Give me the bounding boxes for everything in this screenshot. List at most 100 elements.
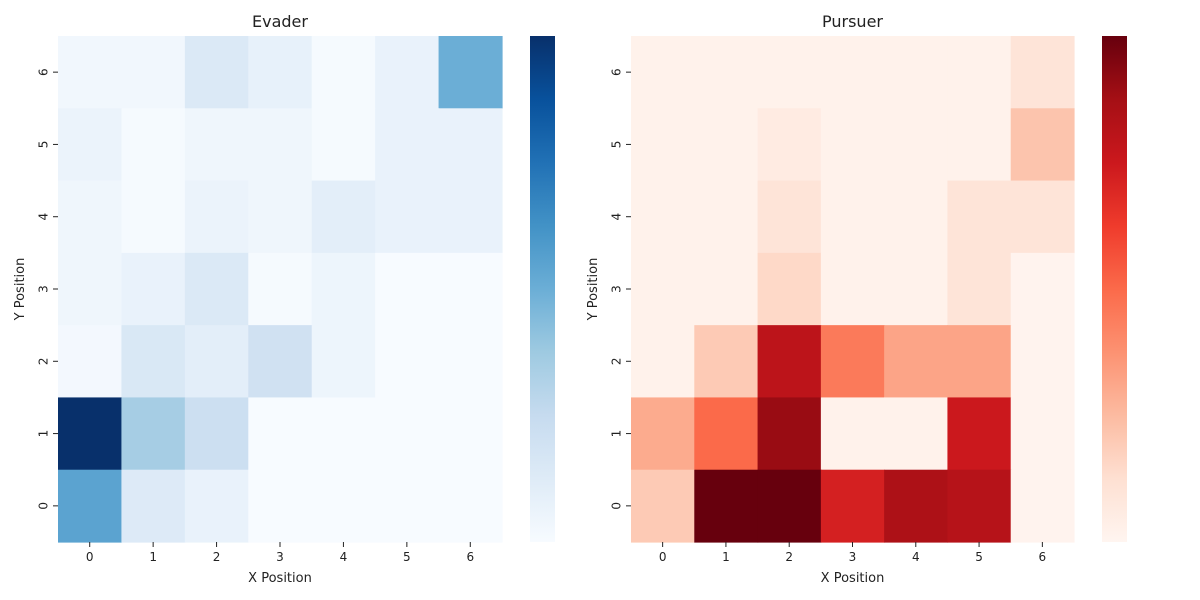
heatmap-cell <box>248 469 313 543</box>
heatmap-cell <box>820 397 885 471</box>
heatmap-cell <box>694 469 759 543</box>
heatmap-cell <box>375 325 440 399</box>
heatmap-cell <box>311 397 376 471</box>
heatmap-cell <box>58 252 123 326</box>
heatmap-cell <box>184 325 249 399</box>
heatmap-cell <box>631 252 695 326</box>
heatmap-cells <box>58 36 503 543</box>
heatmap-cell <box>121 397 186 471</box>
heatmap-cell <box>694 397 759 471</box>
heatmap-cell <box>1010 108 1075 182</box>
x-tick-label: 4 <box>912 550 920 564</box>
heatmap-cell <box>438 397 503 471</box>
colorbar <box>530 36 555 542</box>
heatmap-cell <box>438 180 503 254</box>
heatmap-cell <box>58 325 123 399</box>
heatmap-cell <box>884 252 949 326</box>
heatmap-cell <box>694 325 759 399</box>
y-tick-label: 2 <box>610 357 624 365</box>
heatmap-cell <box>757 397 822 471</box>
heatmap-cell <box>311 108 376 182</box>
heatmap-cell <box>884 36 949 109</box>
y-tick-label: 6 <box>610 68 624 76</box>
heatmap-cell <box>58 108 123 182</box>
heatmap-cell <box>820 469 885 543</box>
heatmap-cell <box>438 469 503 543</box>
heatmap-cell <box>947 36 1012 109</box>
heatmap-cell <box>311 252 376 326</box>
heatmap-cell <box>884 325 949 399</box>
heatmap-cell <box>184 469 249 543</box>
heatmap-cell <box>438 108 503 182</box>
heatmap-panel-1: Pursuer 0 1 2 3 4 5 6 6 5 4 3 2 1 0 X Position Y Positio… <box>586 12 1127 586</box>
x-tick-label: 3 <box>276 550 284 564</box>
heatmap-cell <box>311 36 376 109</box>
y-tick-label: 5 <box>610 141 624 149</box>
heatmap-cell <box>1010 36 1075 109</box>
heatmap-cell <box>375 108 440 182</box>
x-tick-label: 4 <box>340 550 348 564</box>
heatmap-cell <box>438 252 503 326</box>
y-tick-label: 3 <box>37 285 51 293</box>
y-tick-label: 4 <box>610 213 624 221</box>
chart-title: Pursuer <box>822 12 883 31</box>
heatmap-cell <box>121 325 186 399</box>
heatmap-cell <box>121 180 186 254</box>
heatmap-cell <box>631 36 695 109</box>
heatmap-cell <box>884 180 949 254</box>
heatmap-cells <box>631 36 1075 543</box>
heatmap-cell <box>311 469 376 543</box>
heatmap-cell <box>757 108 822 182</box>
y-tick-label: 0 <box>610 502 624 510</box>
heatmap-cell <box>820 36 885 109</box>
heatmap-cell <box>248 252 313 326</box>
heatmap-cell <box>375 36 440 109</box>
heatmap-cell <box>757 469 822 543</box>
heatmap-cell <box>58 397 123 471</box>
heatmap-cell <box>631 397 695 471</box>
heatmap-cell <box>375 397 440 471</box>
y-tick-label: 1 <box>37 430 51 438</box>
heatmap-panel-0: Evader 0 1 2 3 4 5 6 6 5 4 3 2 1 0 X Position Y Position <box>13 12 555 586</box>
heatmap-cell <box>311 180 376 254</box>
heatmap-cell <box>757 325 822 399</box>
x-axis-label: X Position <box>821 571 885 586</box>
colorbar <box>1102 36 1127 542</box>
heatmap-cell <box>884 469 949 543</box>
y-axis-label: Y Position <box>586 258 601 322</box>
heatmap-cell <box>375 469 440 543</box>
heatmap-cell <box>884 397 949 471</box>
x-tick-label: 1 <box>722 550 730 564</box>
x-axis-label: X Position <box>248 571 312 586</box>
heatmap-cell <box>1010 252 1075 326</box>
y-tick-label: 6 <box>37 68 51 76</box>
heatmap-cell <box>820 252 885 326</box>
heatmap-cell <box>121 469 186 543</box>
heatmap-cell <box>694 108 759 182</box>
y-axis-label: Y Position <box>13 258 28 322</box>
chart-title: Evader <box>252 12 308 31</box>
heatmap-cell <box>121 108 186 182</box>
heatmap-cell <box>947 252 1012 326</box>
heatmap-cell <box>820 325 885 399</box>
heatmap-cell <box>947 397 1012 471</box>
y-tick-label: 0 <box>37 502 51 510</box>
heatmap-cell <box>1010 397 1075 471</box>
heatmap-cell <box>631 108 695 182</box>
heatmap-cell <box>757 180 822 254</box>
heatmap-cell <box>694 180 759 254</box>
heatmap-cell <box>248 397 313 471</box>
heatmap-cell <box>1010 180 1075 254</box>
heatmap-cell <box>248 325 313 399</box>
heatmap-cell <box>58 36 123 109</box>
heatmap-cell <box>757 252 822 326</box>
heatmap-cell <box>311 325 376 399</box>
heatmap-cell <box>184 108 249 182</box>
heatmap-cell <box>184 180 249 254</box>
x-tick-label: 0 <box>659 550 667 564</box>
heatmap-cell <box>375 180 440 254</box>
x-tick-label: 0 <box>86 550 94 564</box>
x-tick-label: 6 <box>466 550 474 564</box>
x-tick-label: 6 <box>1039 550 1047 564</box>
